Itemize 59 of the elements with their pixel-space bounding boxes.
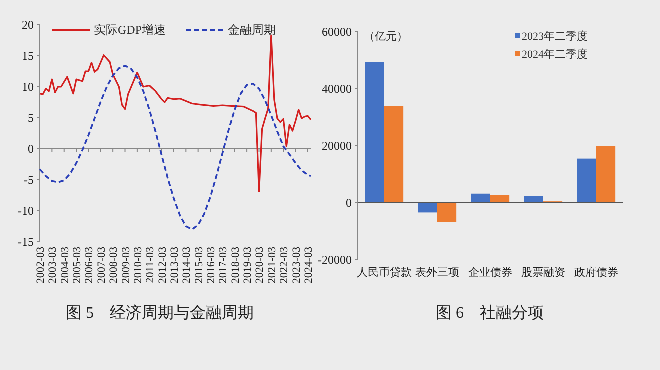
text: 图 6 社融分项 [436,304,544,322]
y-axis-title: （亿元） [364,31,408,43]
x-tick-label: 2003-03 [47,246,60,284]
y-tick-label: 15 [22,49,34,63]
x-tick-label: 表外三项 [416,266,460,279]
x-tick-label: 2002-03 [35,246,47,284]
line-series [39,65,312,230]
bar [418,203,438,213]
x-tick-label: 2004-03 [59,246,72,284]
x-tick-label: 2012-03 [156,246,169,284]
x-tick-label: 2021-03 [266,246,278,284]
bar [577,158,596,203]
x-tick-label: 2014-03 [181,246,194,284]
y-tick-label: -5 [24,173,34,187]
x-tick-label: 2009-03 [120,246,132,284]
bar [596,146,616,203]
bar [490,195,510,203]
y-tick-label: -20000 [318,253,352,267]
x-tick-label: 2006-03 [84,246,96,284]
y-tick-label: 0 [28,142,34,156]
x-tick-label: 2007-03 [96,246,108,284]
bar [524,196,544,203]
legend-label: 实际GDP增速 [94,23,166,37]
x-tick-label: 2005-03 [72,246,84,284]
legend-label: 2024年二季度 [522,48,588,61]
x-tick-label: 2024-03 [302,246,315,284]
x-tick-label: 2018-03 [230,246,242,284]
x-tick-label: 2022-03 [278,246,291,284]
x-tick-label: 2019-03 [242,246,254,284]
y-tick-label: 20000 [322,139,352,153]
x-tick-label: 股票融资 [522,267,566,279]
text: 图 5 经济周期与金融周期 [66,304,254,322]
x-tick-label: 2008-03 [108,246,120,284]
y-tick-label: -15 [18,235,34,249]
x-tick-label: 人民币贷款 [357,266,412,279]
x-tick-label: 2013-03 [168,246,181,284]
y-tick-label: 0 [346,196,352,210]
x-tick-label: 2020-03 [254,246,266,284]
x-tick-label: 2016-03 [206,246,218,284]
bar [365,62,384,203]
y-tick-label: 40000 [322,82,352,96]
y-tick-label: 20 [22,18,34,32]
x-tick-label: 企业债券 [468,266,512,279]
x-tick-label: 2011-03 [144,246,157,284]
y-tick-label: 5 [28,111,34,125]
y-tick-label: -10 [18,204,34,218]
bar [471,194,490,203]
y-tick-label: 10 [22,80,34,94]
x-tick-label: 政府债券 [574,266,618,279]
x-tick-label: 2015-03 [193,246,206,284]
bar [438,203,457,222]
x-tick-label: 2010-03 [132,246,144,284]
bar [384,106,404,203]
x-tick-label: 2017-03 [218,246,230,284]
legend-label: 金融周期 [228,23,276,37]
y-tick-label: 60000 [322,25,352,39]
x-tick-label: 2023-03 [290,246,303,284]
line-series [39,34,312,193]
legend-label: 2023年二季度 [522,30,588,43]
